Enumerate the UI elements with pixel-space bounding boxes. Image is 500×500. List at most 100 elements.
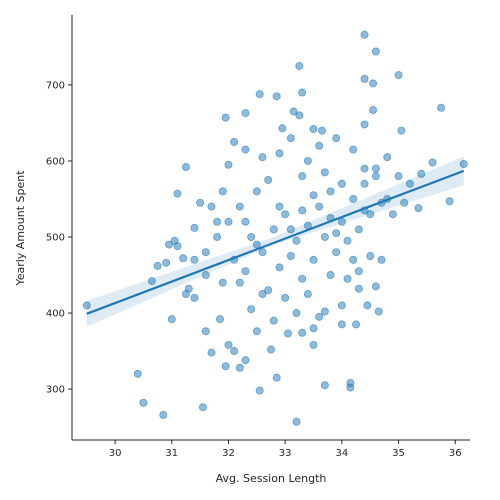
- point: [289, 107, 298, 116]
- point: [445, 197, 454, 206]
- point: [221, 362, 230, 371]
- point: [320, 307, 329, 316]
- y-tick-label: 300: [46, 385, 65, 396]
- point: [315, 312, 324, 321]
- point: [275, 263, 284, 272]
- point: [326, 187, 335, 196]
- point: [164, 240, 173, 249]
- point: [235, 278, 244, 287]
- point: [213, 233, 222, 242]
- point: [315, 141, 324, 150]
- point: [343, 236, 352, 245]
- point: [258, 248, 267, 257]
- y-tick-label: 600: [46, 156, 65, 167]
- point: [275, 149, 284, 158]
- point: [343, 274, 352, 283]
- point: [201, 271, 210, 280]
- point: [377, 255, 386, 264]
- point: [295, 61, 304, 70]
- point: [371, 47, 380, 56]
- point: [235, 363, 244, 372]
- point: [337, 301, 346, 310]
- x-tick-label: 34: [336, 448, 349, 459]
- point: [337, 179, 346, 188]
- point: [354, 225, 363, 234]
- point: [224, 340, 233, 349]
- y-tick-label: 700: [46, 80, 65, 91]
- x-tick-label: 32: [222, 448, 235, 459]
- point: [252, 327, 261, 336]
- point: [405, 179, 414, 188]
- x-tick-label: 36: [449, 448, 462, 459]
- point: [82, 301, 91, 310]
- point: [352, 320, 361, 329]
- point: [147, 277, 156, 286]
- point: [295, 111, 304, 120]
- point: [264, 286, 273, 295]
- point: [298, 172, 307, 181]
- point: [241, 109, 250, 118]
- point: [207, 348, 216, 357]
- point: [360, 30, 369, 39]
- point: [218, 187, 227, 196]
- point: [309, 324, 318, 333]
- point: [167, 315, 176, 324]
- point: [284, 329, 293, 338]
- point: [366, 210, 375, 219]
- point: [292, 309, 301, 318]
- y-tick-label: 400: [46, 309, 65, 320]
- point: [230, 137, 239, 146]
- point: [360, 120, 369, 129]
- point: [400, 198, 409, 207]
- point: [309, 340, 318, 349]
- point: [298, 274, 307, 283]
- point: [369, 106, 378, 115]
- point: [360, 179, 369, 188]
- point: [159, 410, 168, 419]
- point: [241, 217, 250, 226]
- point: [224, 217, 233, 226]
- point: [139, 398, 148, 407]
- point: [298, 88, 307, 97]
- point: [224, 160, 233, 169]
- point: [371, 282, 380, 291]
- point: [349, 145, 358, 154]
- point: [437, 103, 446, 112]
- y-axis-label: Yearly Amount Spent: [14, 170, 27, 287]
- point: [383, 153, 392, 162]
- point: [190, 223, 199, 232]
- point: [394, 71, 403, 80]
- point: [428, 158, 437, 167]
- point: [298, 206, 307, 215]
- point: [326, 271, 335, 280]
- point: [371, 172, 380, 181]
- point: [318, 126, 327, 135]
- point: [215, 315, 224, 324]
- point: [337, 217, 346, 226]
- point: [153, 261, 162, 270]
- point: [414, 204, 423, 213]
- point: [241, 145, 250, 154]
- point: [303, 156, 312, 165]
- x-tick-label: 33: [279, 448, 292, 459]
- point: [417, 169, 426, 178]
- point: [349, 255, 358, 264]
- point: [207, 202, 216, 211]
- point: [369, 79, 378, 88]
- point: [320, 168, 329, 177]
- point: [258, 290, 267, 299]
- point: [213, 217, 222, 226]
- point: [230, 347, 239, 356]
- point: [241, 356, 250, 365]
- point: [354, 284, 363, 293]
- point: [360, 164, 369, 173]
- point: [275, 202, 284, 211]
- x-tick-label: 30: [109, 448, 122, 459]
- point: [332, 229, 341, 238]
- point: [272, 92, 281, 101]
- point: [190, 255, 199, 264]
- point: [272, 373, 281, 382]
- point: [292, 417, 301, 426]
- point: [179, 254, 188, 263]
- point: [252, 240, 261, 249]
